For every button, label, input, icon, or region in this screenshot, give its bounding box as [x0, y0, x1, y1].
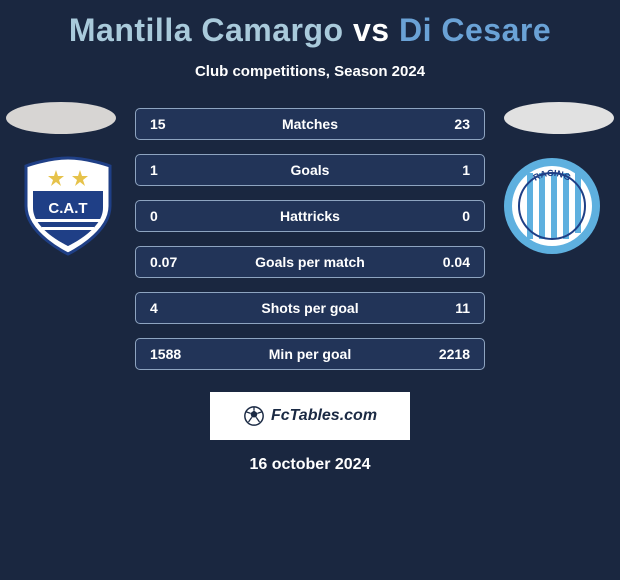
stat-value-left: 1	[150, 162, 158, 178]
player-left-name: Mantilla Camargo	[69, 12, 344, 48]
date-label: 16 october 2024	[0, 456, 620, 474]
player-right-name: Di Cesare	[399, 12, 551, 48]
comparison-body: C.A.T RACING 15 Matches 23 1 Goals 1 0 Hattrick…	[0, 108, 620, 370]
club-badge-right: RACING	[502, 156, 602, 256]
stat-label: Hattricks	[280, 208, 340, 224]
stat-value-left: 1588	[150, 346, 181, 362]
stat-row: 1588 Min per goal 2218	[135, 338, 485, 370]
stat-row: 0 Hattricks 0	[135, 200, 485, 232]
stat-row: 15 Matches 23	[135, 108, 485, 140]
stat-value-right: 1	[462, 162, 470, 178]
title-vs: vs	[353, 12, 390, 48]
player-right-silhouette	[504, 102, 614, 134]
stat-value-left: 0.07	[150, 254, 177, 270]
stat-value-right: 11	[455, 300, 470, 316]
stat-value-right: 2218	[439, 346, 470, 362]
stat-row: 1 Goals 1	[135, 154, 485, 186]
stat-label: Matches	[282, 116, 338, 132]
stat-value-left: 0	[150, 208, 158, 224]
stat-row: 0.07 Goals per match 0.04	[135, 246, 485, 278]
subtitle: Club competitions, Season 2024	[0, 63, 620, 80]
circle-crest-icon: RACING	[502, 156, 602, 256]
stat-value-left: 4	[150, 300, 158, 316]
stat-value-right: 23	[454, 116, 470, 132]
soccer-ball-icon	[243, 405, 265, 427]
stat-row: 4 Shots per goal 11	[135, 292, 485, 324]
player-left-silhouette	[6, 102, 116, 134]
stat-label: Goals	[291, 162, 330, 178]
stat-label: Goals per match	[255, 254, 365, 270]
club-badge-left: C.A.T	[18, 156, 118, 256]
stats-table: 15 Matches 23 1 Goals 1 0 Hattricks 0 0.07 Goals p…	[135, 108, 485, 370]
shield-icon: C.A.T	[18, 156, 118, 256]
stat-label: Shots per goal	[261, 300, 358, 316]
stat-value-right: 0.04	[443, 254, 470, 270]
svg-text:C.A.T: C.A.T	[48, 200, 87, 217]
source-label: FcTables.com	[271, 407, 377, 425]
stat-value-right: 0	[462, 208, 470, 224]
stat-label: Min per goal	[269, 346, 351, 362]
comparison-title: Mantilla Camargo vs Di Cesare	[0, 0, 620, 49]
stat-value-left: 15	[150, 116, 166, 132]
source-watermark: FcTables.com	[210, 392, 410, 440]
